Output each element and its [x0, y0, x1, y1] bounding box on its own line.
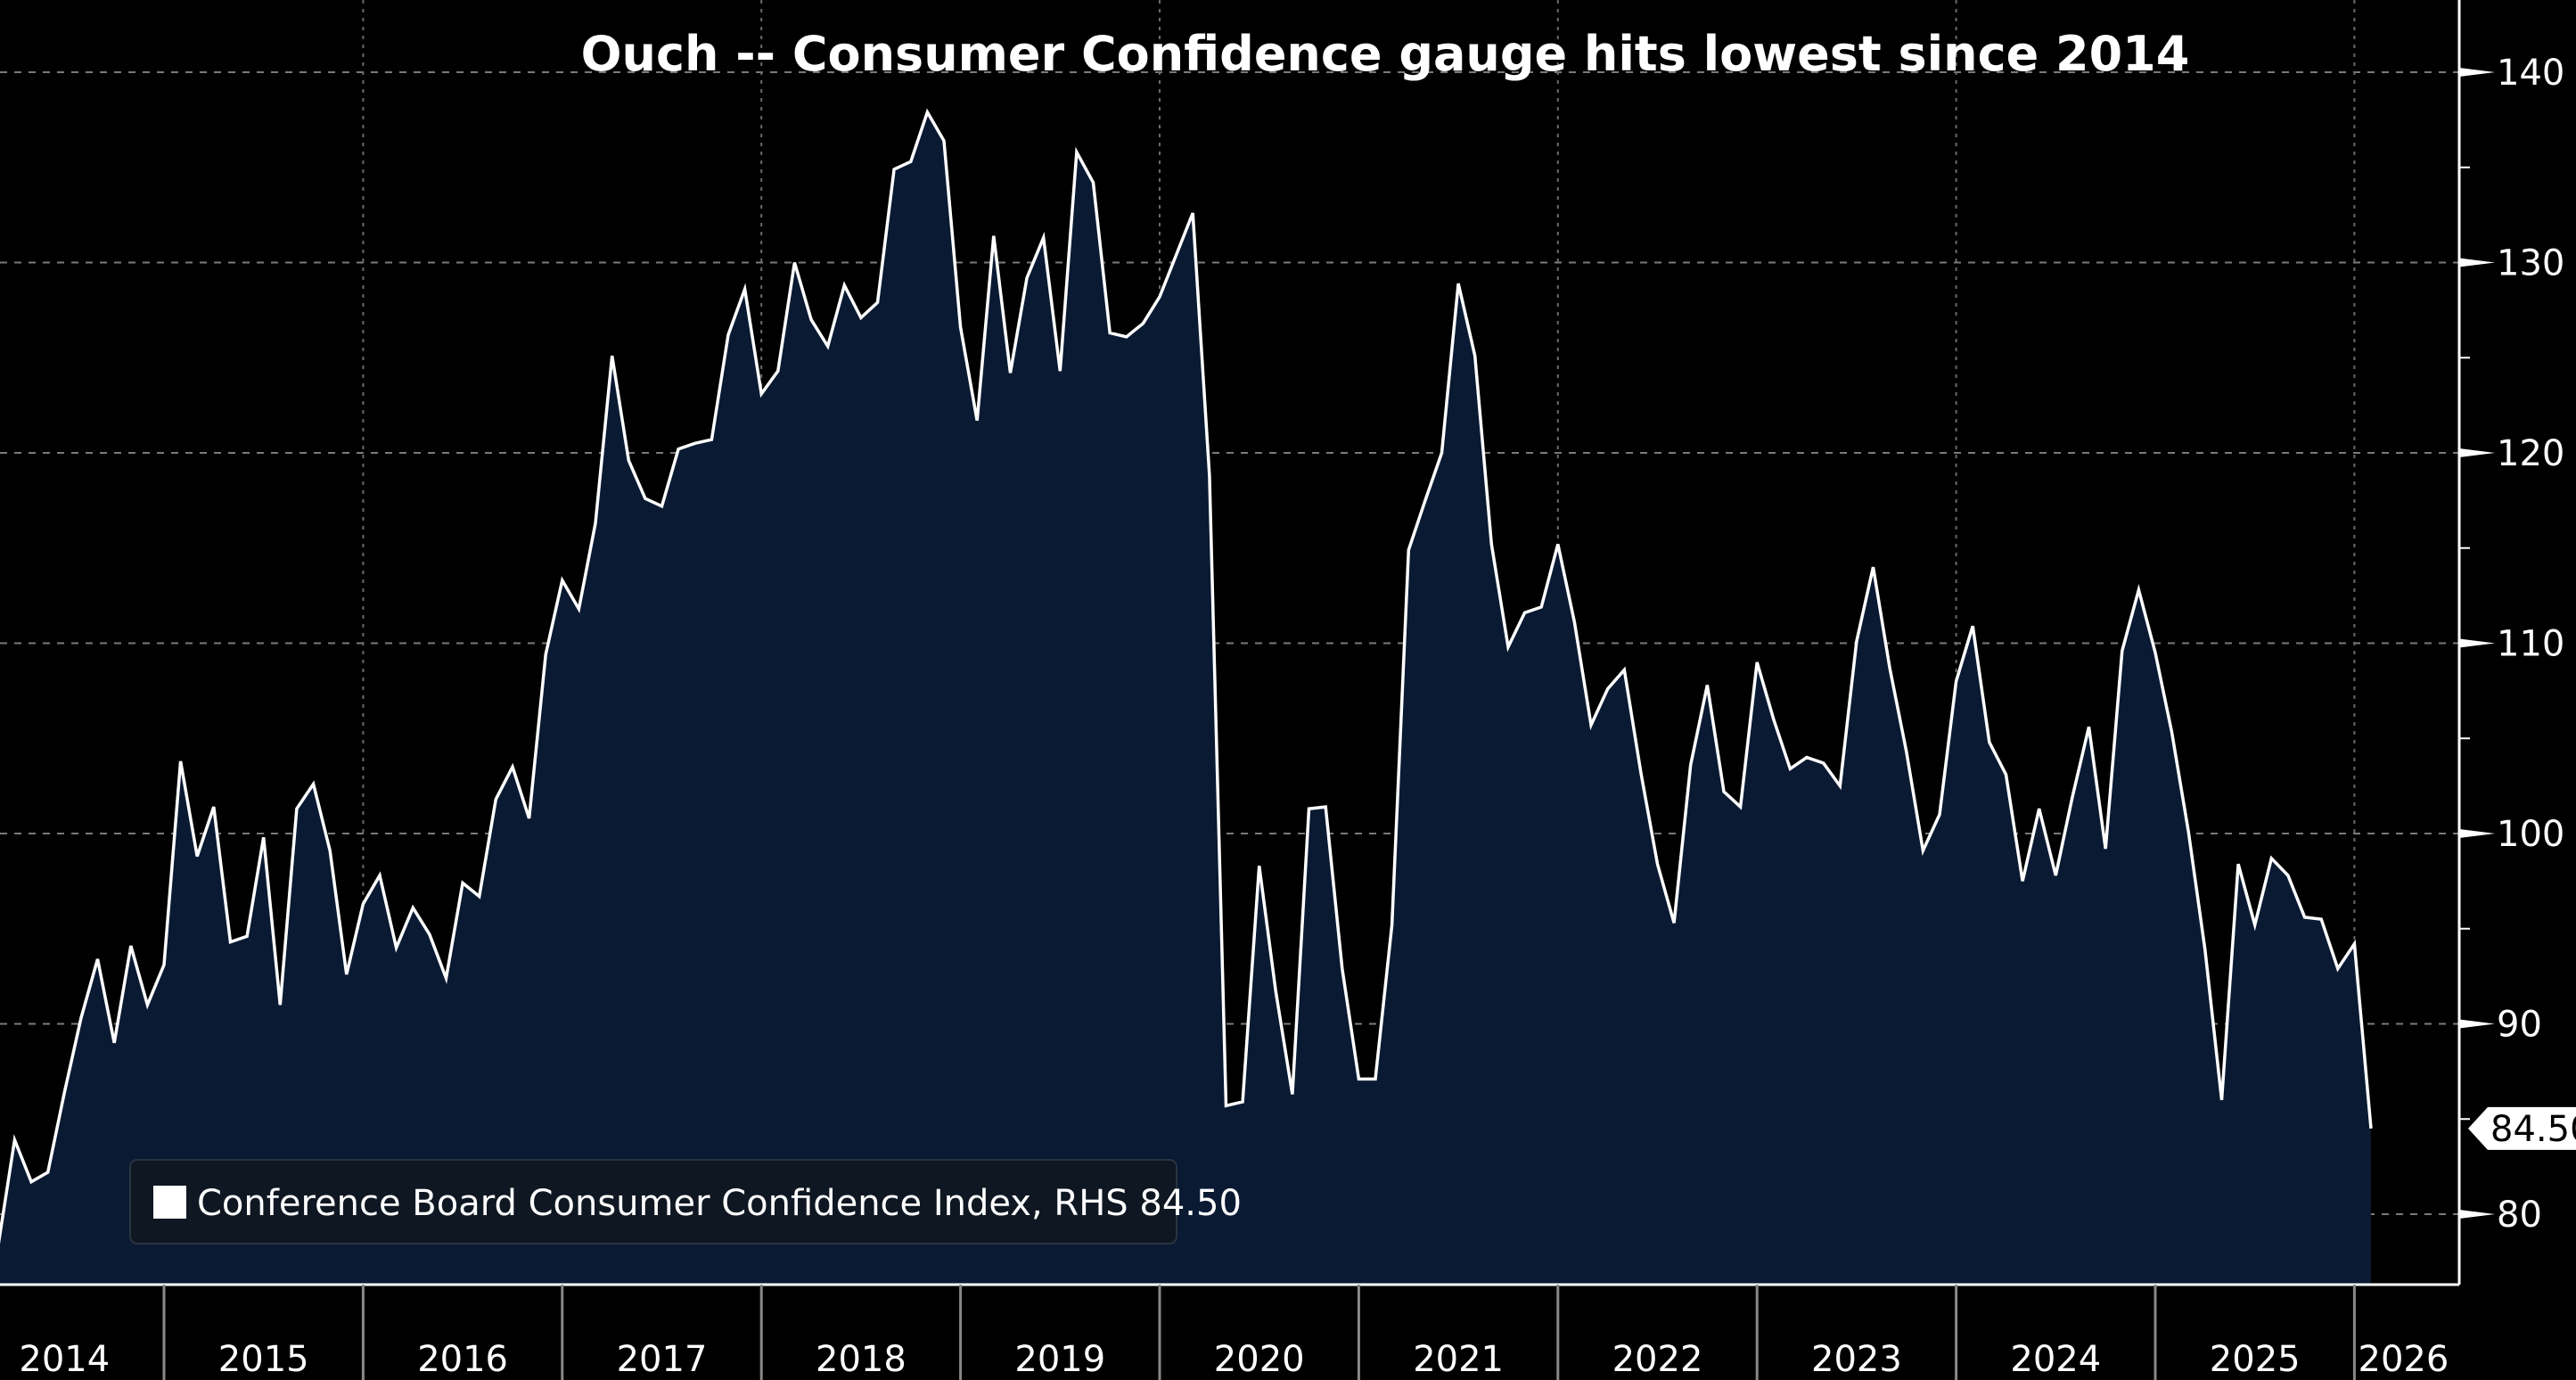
y-tick-label: 90	[2497, 1005, 2542, 1046]
y-tick-label: 110	[2497, 624, 2564, 665]
y-tick-label: 120	[2497, 433, 2564, 474]
last-value-label: 84.50	[2490, 1109, 2576, 1150]
last-value-marker: 84.50	[2468, 1106, 2576, 1150]
x-tick-label: 2022	[1612, 1339, 1703, 1380]
legend: Conference Board Consumer Confidence Ind…	[129, 1159, 1242, 1244]
y-tick-arrow	[2459, 829, 2495, 838]
x-tick-label: 2025	[2210, 1339, 2301, 1380]
last-value-box	[2468, 1106, 2576, 1150]
x-tick-label: 2020	[1214, 1339, 1305, 1380]
x-tick-label: 2021	[1413, 1339, 1504, 1380]
x-tick-label: 2014	[19, 1339, 110, 1380]
y-tick-arrow	[2459, 448, 2495, 457]
x-tick-label: 2016	[417, 1339, 508, 1380]
legend-swatch	[153, 1186, 186, 1219]
y-tick-arrow	[2459, 258, 2495, 267]
y-tick-label: 140	[2497, 53, 2564, 94]
legend-label: Conference Board Consumer Confidence Ind…	[197, 1183, 1242, 1224]
series-line	[0, 108, 2373, 1244]
x-tick-label: 2017	[617, 1339, 708, 1380]
x-tick-label: 2026	[2359, 1339, 2449, 1380]
x-tick-label: 2024	[2010, 1339, 2101, 1380]
x-tick-label: 2018	[816, 1339, 907, 1380]
legend-box	[129, 1159, 1177, 1244]
series-area	[0, 111, 2371, 1285]
y-tick-arrow	[2459, 638, 2495, 648]
chart-title: Ouch -- Consumer Confidence gauge hits l…	[581, 26, 2190, 82]
y-tick-arrow	[2459, 1019, 2495, 1029]
x-tick-label: 2019	[1014, 1339, 1105, 1380]
y-tick-arrow	[2459, 1210, 2495, 1219]
y-tick-label: 100	[2497, 814, 2564, 855]
x-tick-label: 2015	[218, 1339, 309, 1380]
y-tick-label: 80	[2497, 1195, 2542, 1236]
y-tick-arrow	[2459, 68, 2495, 77]
x-tick-label: 2023	[1811, 1339, 1902, 1380]
y-tick-label: 130	[2497, 243, 2564, 284]
